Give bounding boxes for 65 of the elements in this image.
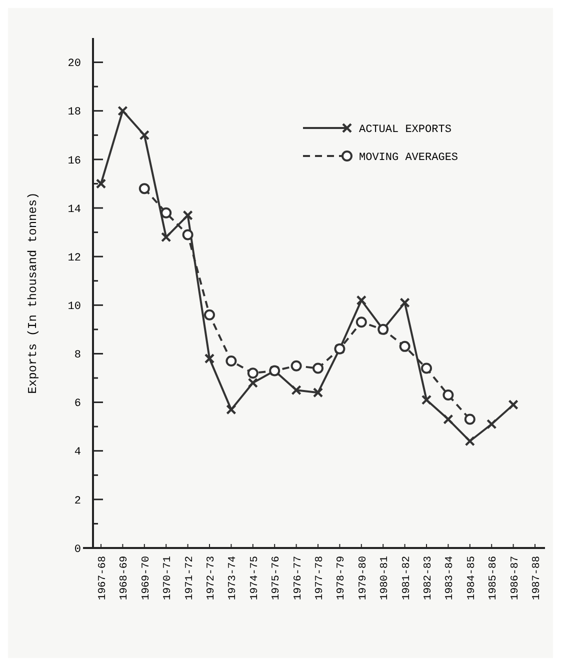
y-tick-label: 20 xyxy=(68,58,81,70)
y-tick-label: 16 xyxy=(68,155,81,168)
point xyxy=(464,414,476,425)
x-tick-label: 1976-77 xyxy=(292,556,304,600)
y-tick-label: 8 xyxy=(74,350,81,362)
point xyxy=(291,385,302,396)
x-tick-label: 1987-88 xyxy=(531,556,543,600)
y-tick-label: 10 xyxy=(68,300,81,313)
x-tick-label: 1986-87 xyxy=(509,556,522,600)
point xyxy=(204,309,215,320)
y-tick-label: 4 xyxy=(74,446,82,459)
x-tick-label: 1979-80 xyxy=(357,556,370,600)
x-tick-label: 1967-68 xyxy=(97,556,109,600)
point xyxy=(421,362,432,374)
y-tick-label: 2 xyxy=(74,495,81,508)
x-tick-label: 1983-84 xyxy=(444,556,456,600)
point xyxy=(442,390,454,400)
point xyxy=(96,178,106,189)
point xyxy=(138,183,150,194)
point xyxy=(356,316,367,328)
x-tick-label: 1981-82 xyxy=(400,556,413,600)
point xyxy=(464,436,475,446)
point xyxy=(356,295,366,306)
x-tick-label: 1982-83 xyxy=(422,556,434,600)
x-tick-label: 1971-72 xyxy=(184,556,196,600)
y-tick-label: 12 xyxy=(68,252,81,264)
point xyxy=(312,362,324,374)
point xyxy=(139,130,150,140)
y-tick-label: 6 xyxy=(74,398,81,410)
x-tick-label: 1972-73 xyxy=(206,556,218,600)
x-tick-label: 1974-75 xyxy=(248,556,261,600)
point xyxy=(421,394,432,405)
x-tick-label: 1985-86 xyxy=(488,556,500,600)
legend-label: MOVING AVERAGES xyxy=(359,152,458,164)
y-tick-label: 14 xyxy=(68,204,82,216)
point xyxy=(400,298,410,308)
x-tick-label: 1969-70 xyxy=(140,556,152,600)
point xyxy=(247,368,258,379)
point xyxy=(204,353,215,364)
y-tick-label: 18 xyxy=(68,106,81,119)
point xyxy=(160,207,172,218)
x-tick-label: 1975-76 xyxy=(270,556,283,600)
point xyxy=(399,340,410,352)
x-tick-label: 1977-78 xyxy=(314,556,326,600)
point xyxy=(118,106,128,116)
point xyxy=(508,400,518,410)
x-tick-label: 1973-74 xyxy=(227,556,240,600)
x-tick-label: 1980-81 xyxy=(379,556,392,600)
x-tick-label: 1970-71 xyxy=(162,556,174,600)
legend-label: ACTUAL EXPORTS xyxy=(359,124,452,136)
point xyxy=(290,360,302,372)
point xyxy=(443,414,454,424)
point xyxy=(226,356,237,366)
point xyxy=(182,210,193,220)
x-tick-label: 1978-79 xyxy=(336,556,348,600)
point xyxy=(182,229,194,240)
point xyxy=(161,232,172,242)
y-tick-label: 0 xyxy=(74,544,81,556)
point xyxy=(312,387,324,398)
x-tick-label: 1984-85 xyxy=(466,556,478,600)
point xyxy=(486,419,497,430)
y-axis-title: Exports (In thousand tonnes) xyxy=(26,192,40,394)
point xyxy=(226,404,236,415)
point xyxy=(248,378,258,388)
x-tick-label: 1968-69 xyxy=(118,556,131,600)
